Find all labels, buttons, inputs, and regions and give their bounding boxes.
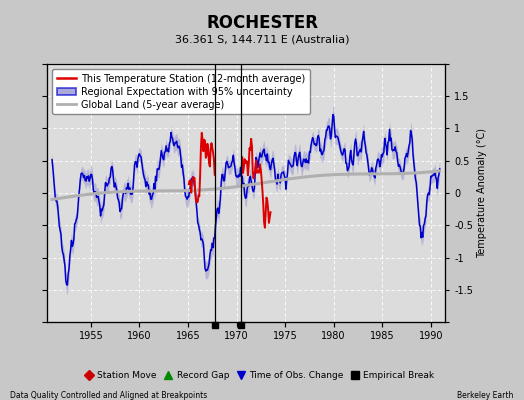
Y-axis label: Temperature Anomaly (°C): Temperature Anomaly (°C) [477, 128, 487, 258]
Text: Berkeley Earth: Berkeley Earth [457, 391, 514, 400]
Text: Data Quality Controlled and Aligned at Breakpoints: Data Quality Controlled and Aligned at B… [10, 391, 208, 400]
Legend: Station Move, Record Gap, Time of Obs. Change, Empirical Break: Station Move, Record Gap, Time of Obs. C… [81, 368, 438, 384]
Text: 36.361 S, 144.711 E (Australia): 36.361 S, 144.711 E (Australia) [174, 34, 350, 44]
Text: ROCHESTER: ROCHESTER [206, 14, 318, 32]
Legend: This Temperature Station (12-month average), Regional Expectation with 95% uncer: This Temperature Station (12-month avera… [52, 69, 310, 114]
